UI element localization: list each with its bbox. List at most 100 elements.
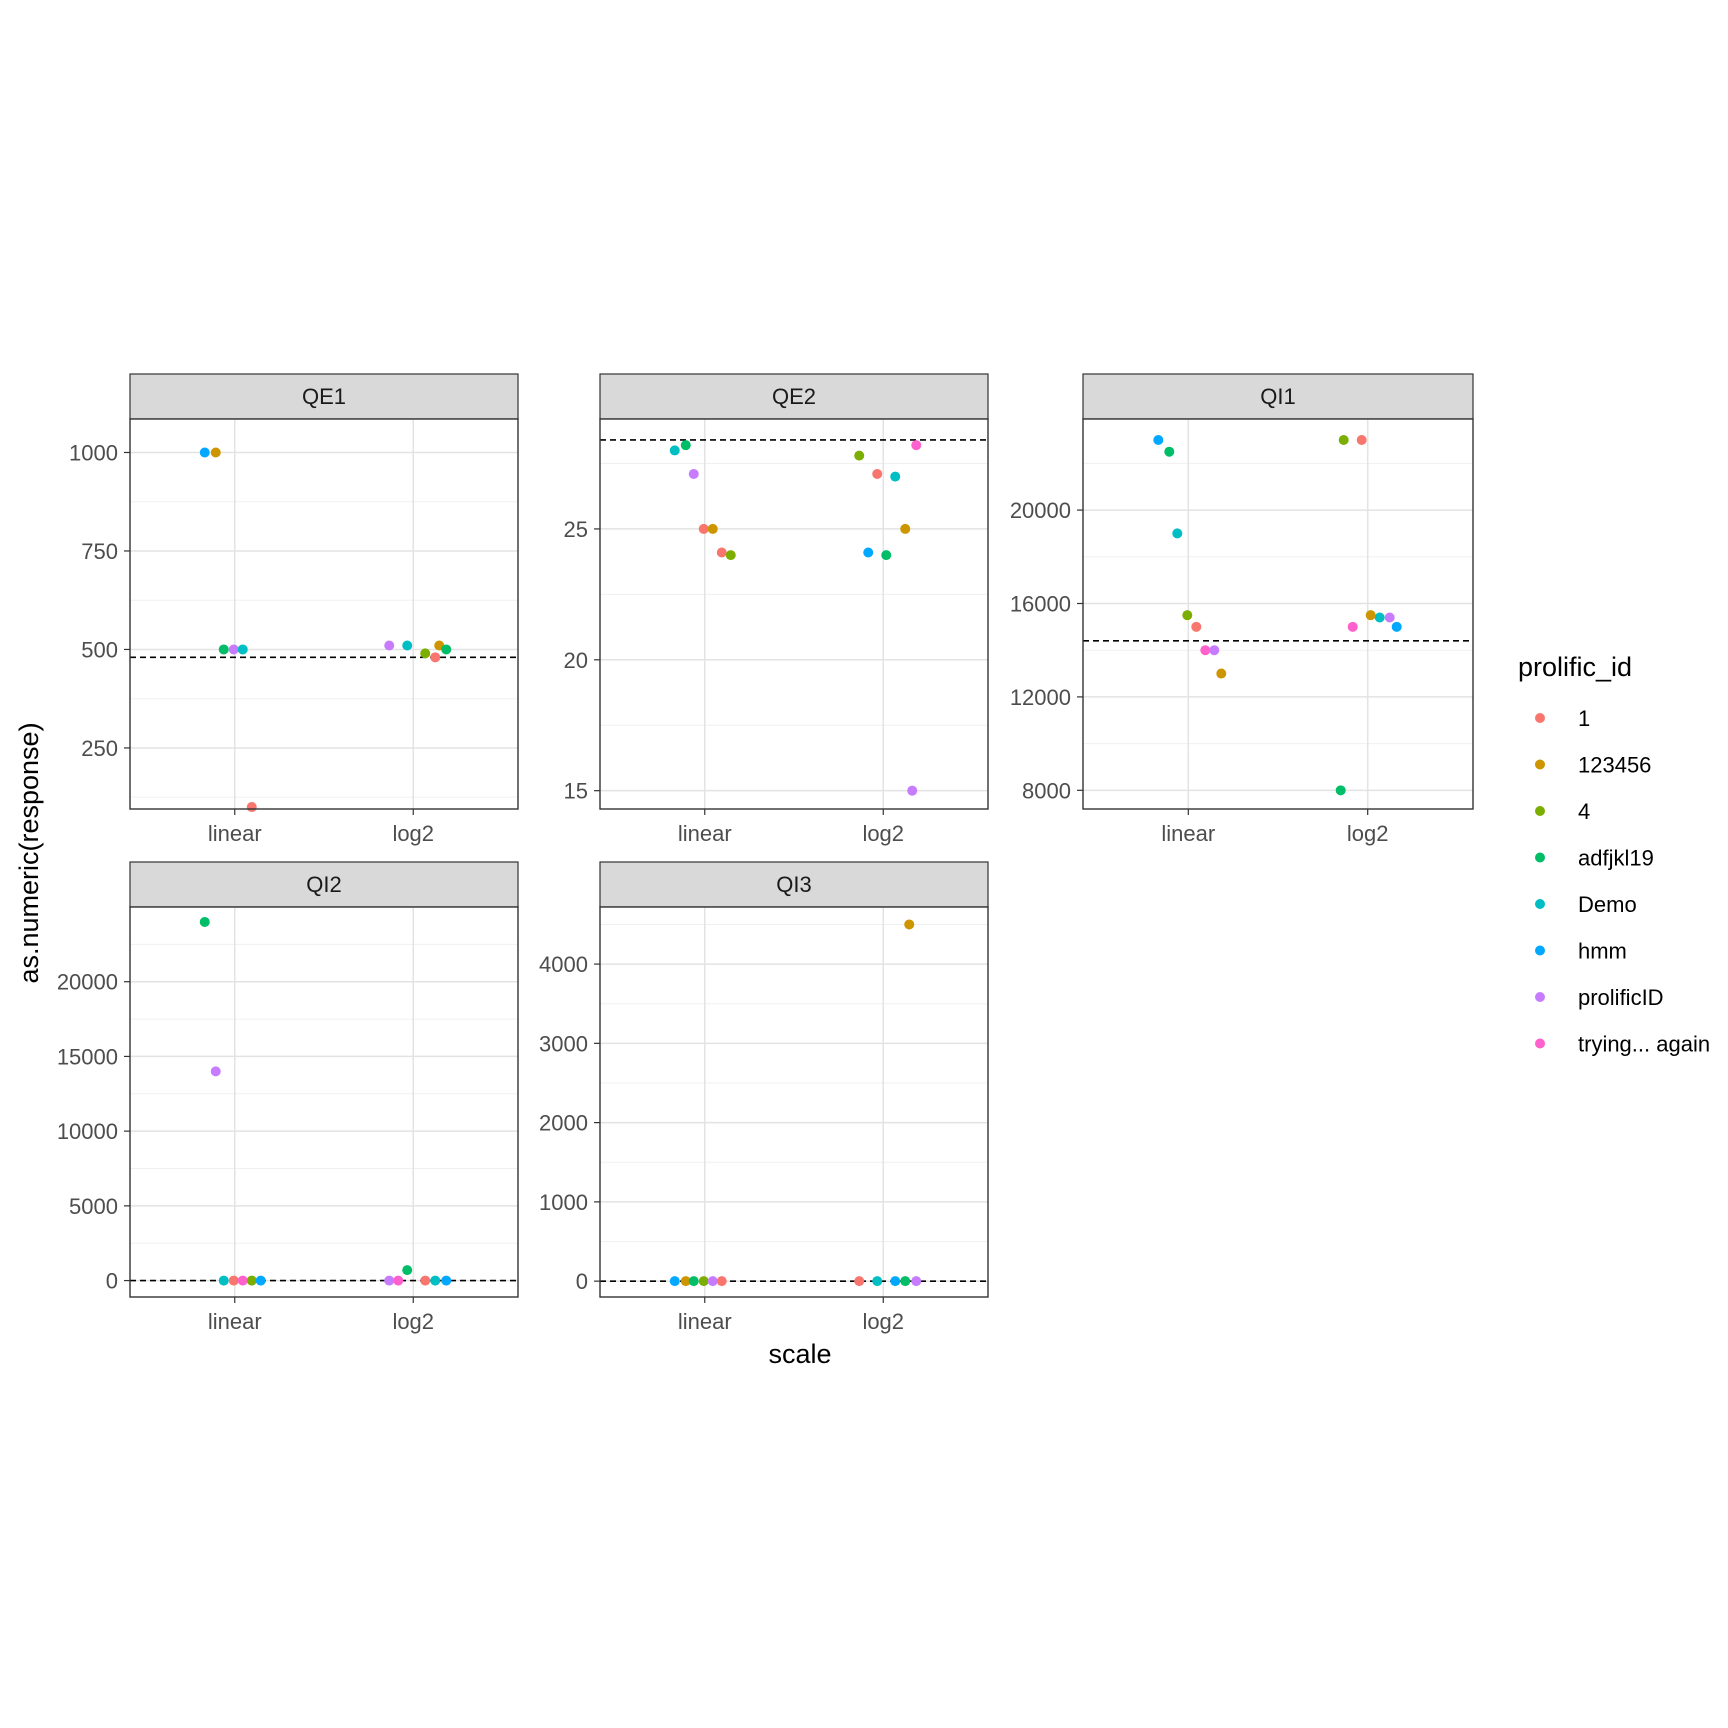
x-axis-title: scale: [768, 1339, 831, 1369]
data-point: [255, 1275, 266, 1286]
y-tick-label: 20: [564, 648, 588, 673]
data-point: [237, 644, 248, 655]
data-point: [441, 644, 452, 655]
x-tick-label: linear: [208, 1309, 262, 1334]
data-point: [441, 1275, 452, 1286]
legend: prolific_id 1 123456 4 adfjkl19 Demo hmm proli…: [1518, 652, 1710, 1057]
y-tick-label: 15: [564, 779, 588, 804]
facet-strip-label: QI3: [776, 872, 811, 897]
data-point: [246, 1275, 257, 1286]
facet-strip: [599, 861, 989, 908]
data-point: [1153, 435, 1164, 446]
legend-key: [1535, 945, 1545, 956]
data-point: [430, 1275, 441, 1286]
data-point: [872, 1276, 883, 1287]
y-axis-title: as.numeric(response): [14, 722, 44, 983]
data-point: [872, 468, 883, 479]
data-point: [854, 1276, 865, 1287]
y-tick-label: 20000: [57, 970, 118, 995]
data-point: [246, 802, 257, 813]
facet-panel-qi3: QI3 0 1000 2000 3000 4000 linear log2: [539, 861, 989, 1334]
data-point: [680, 440, 691, 451]
data-point: [890, 1276, 901, 1287]
data-point: [199, 916, 210, 927]
data-point: [237, 1275, 248, 1286]
data-point: [1172, 528, 1183, 539]
y-tick-label: 5000: [69, 1194, 118, 1219]
facet-strip: [599, 373, 989, 420]
panel-border: [599, 906, 989, 1298]
data-point: [218, 1275, 229, 1286]
data-point: [669, 445, 680, 456]
data-point: [911, 1276, 922, 1287]
data-point: [199, 447, 210, 458]
y-tick-label: 3000: [539, 1031, 588, 1056]
y-tick-label: 250: [81, 736, 118, 761]
data-point: [669, 1276, 680, 1287]
data-point: [210, 1066, 221, 1077]
y-tick-label: 20000: [1010, 498, 1071, 523]
data-point: [716, 1276, 727, 1287]
data-point: [1338, 435, 1349, 446]
data-point: [688, 1276, 699, 1287]
facet-strip-label: QE1: [302, 384, 346, 409]
legend-key: [1535, 713, 1545, 723]
legend-label: hmm: [1578, 939, 1627, 964]
facet-strip: [129, 861, 519, 908]
data-point: [900, 1276, 911, 1287]
y-tick-label: 0: [576, 1269, 588, 1294]
plot-area: [600, 907, 988, 1297]
x-tick-label: log2: [1347, 821, 1389, 846]
data-point: [1209, 645, 1220, 656]
data-point: [911, 440, 922, 451]
legend-key: [1535, 992, 1545, 1002]
x-tick-label: linear: [678, 1309, 732, 1334]
data-point: [904, 919, 915, 930]
y-tick-label: 1000: [69, 440, 118, 465]
data-point: [430, 652, 441, 663]
y-tick-label: 0: [106, 1269, 118, 1294]
facet-strip: [1082, 373, 1474, 420]
facet-strip-label: QE2: [772, 384, 816, 409]
data-point: [1182, 610, 1193, 621]
y-tick-label: 25: [564, 517, 588, 542]
y-tick-label: 8000: [1022, 778, 1071, 803]
data-point: [1374, 612, 1385, 623]
data-point: [1391, 621, 1402, 632]
x-tick-label: linear: [208, 821, 262, 846]
facet-strip: [129, 373, 519, 420]
data-point: [1191, 621, 1202, 632]
plot-area: [130, 419, 518, 809]
y-tick-label: 4000: [539, 952, 588, 977]
y-tick-label: 12000: [1010, 685, 1071, 710]
panel-border: [129, 906, 519, 1298]
data-point: [707, 1276, 718, 1287]
data-point: [1356, 435, 1367, 446]
data-point: [228, 644, 239, 655]
panels: QE1 250 500 750 1000 linear log2 QE2 15 20 25 linea…: [57, 373, 1474, 1334]
data-point: [228, 1275, 239, 1286]
data-point: [1216, 668, 1227, 679]
y-tick-label: 750: [81, 539, 118, 564]
data-point: [881, 550, 892, 561]
data-point: [218, 644, 229, 655]
legend-key: [1535, 806, 1545, 816]
y-tick-label: 10000: [57, 1119, 118, 1144]
legend-label: prolificID: [1578, 985, 1664, 1010]
data-point: [863, 547, 874, 558]
legend-label: 4: [1578, 799, 1590, 824]
data-point: [716, 547, 727, 558]
x-tick-label: log2: [392, 821, 434, 846]
data-point: [1335, 785, 1346, 796]
data-point: [907, 785, 918, 796]
data-point: [854, 450, 865, 461]
data-point: [420, 1275, 431, 1286]
legend-label: 123456: [1578, 753, 1651, 778]
x-tick-label: linear: [1161, 821, 1215, 846]
legend-key: [1535, 759, 1545, 770]
data-point: [900, 523, 911, 534]
x-tick-label: log2: [392, 1309, 434, 1334]
data-point: [1347, 621, 1358, 632]
legend-title: prolific_id: [1518, 652, 1632, 682]
data-point: [725, 550, 736, 561]
